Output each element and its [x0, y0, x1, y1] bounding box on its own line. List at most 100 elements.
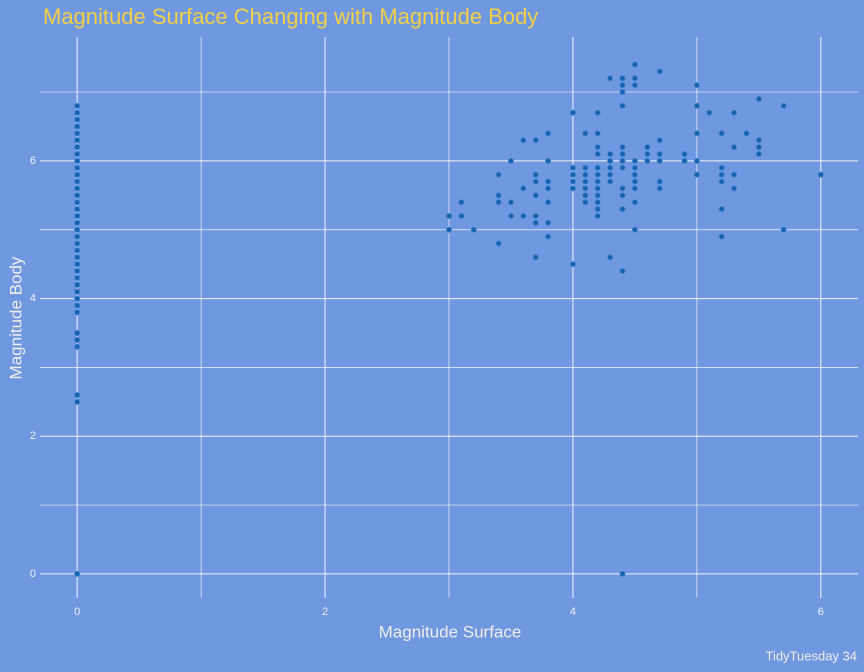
point [755, 151, 762, 158]
point [619, 102, 626, 109]
y-tick-label: 6 [30, 155, 36, 167]
point [594, 192, 601, 199]
point [520, 185, 527, 192]
point [731, 109, 738, 116]
point [693, 171, 700, 178]
point [582, 164, 589, 171]
point [594, 178, 601, 185]
point [582, 192, 589, 199]
point [569, 109, 576, 116]
point [507, 212, 514, 219]
point [743, 130, 750, 137]
point [656, 151, 663, 158]
point [681, 157, 688, 164]
point [731, 171, 738, 178]
point [74, 398, 81, 405]
point [619, 185, 626, 192]
point [755, 95, 762, 102]
point [532, 137, 539, 144]
point [631, 75, 638, 82]
point [619, 144, 626, 151]
point [74, 116, 81, 123]
point [74, 261, 81, 268]
point [619, 151, 626, 158]
point [74, 157, 81, 164]
point [532, 254, 539, 261]
point [74, 171, 81, 178]
point [74, 570, 81, 577]
point [532, 219, 539, 226]
point [495, 199, 502, 206]
point [693, 82, 700, 89]
point [582, 199, 589, 206]
point [74, 192, 81, 199]
point [631, 171, 638, 178]
point [656, 137, 663, 144]
point [495, 240, 502, 247]
point [445, 212, 452, 219]
point [74, 247, 81, 254]
point [644, 157, 651, 164]
point [817, 171, 824, 178]
point [74, 336, 81, 343]
point [619, 192, 626, 199]
point [545, 219, 552, 226]
point [681, 151, 688, 158]
y-tick-label: 0 [30, 568, 36, 580]
x-tick-label: 6 [818, 606, 824, 618]
point [507, 199, 514, 206]
point [631, 164, 638, 171]
point [545, 185, 552, 192]
point [619, 206, 626, 213]
point [631, 199, 638, 206]
point [74, 151, 81, 158]
point [607, 164, 614, 171]
point [569, 178, 576, 185]
point [74, 185, 81, 192]
point [607, 178, 614, 185]
point [619, 82, 626, 89]
point [545, 178, 552, 185]
point [607, 254, 614, 261]
point [74, 329, 81, 336]
point [74, 309, 81, 316]
x-axis-title: Magnitude Surface [379, 622, 522, 641]
point [731, 185, 738, 192]
x-tick-label: 2 [322, 606, 328, 618]
point [582, 178, 589, 185]
point [607, 157, 614, 164]
point [74, 199, 81, 206]
point [520, 137, 527, 144]
point [706, 109, 713, 116]
point [74, 288, 81, 295]
point [470, 226, 477, 233]
point [74, 102, 81, 109]
point [594, 164, 601, 171]
point [569, 261, 576, 268]
point [718, 164, 725, 171]
point [545, 199, 552, 206]
x-tick-label: 4 [570, 606, 576, 618]
point [545, 130, 552, 137]
point [594, 130, 601, 137]
point [74, 233, 81, 240]
point [718, 233, 725, 240]
point [74, 164, 81, 171]
y-axis-title: Magnitude Body [6, 256, 25, 379]
y-tick-label: 2 [30, 430, 36, 442]
point [582, 171, 589, 178]
point [619, 570, 626, 577]
point [74, 144, 81, 151]
point [656, 185, 663, 192]
point [656, 178, 663, 185]
point [74, 130, 81, 137]
point [619, 89, 626, 96]
point [532, 171, 539, 178]
point [780, 226, 787, 233]
point [594, 212, 601, 219]
point [731, 144, 738, 151]
point [718, 178, 725, 185]
point [619, 75, 626, 82]
